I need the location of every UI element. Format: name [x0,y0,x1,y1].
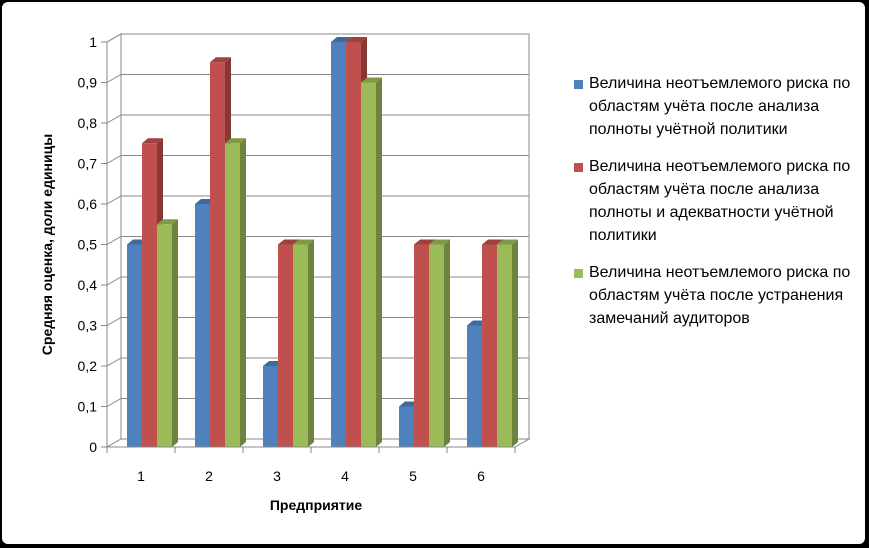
bar-side [444,239,450,447]
gridline [106,317,529,326]
bar-side [308,239,314,447]
legend-swatch [574,269,583,278]
legend-item-1: Величина неотъемлемого риска по областям… [574,72,859,141]
bar-front [127,244,142,447]
bar-side [240,138,246,447]
legend-swatch [574,80,583,89]
legend-label: Величина неотъемлемого риска по областям… [589,75,851,138]
bar-front [331,42,346,447]
bar-5-series-3 [429,239,450,447]
bar-front [225,143,240,447]
bar-1-series-3 [157,219,178,447]
bar-front [278,244,293,447]
bar-top [293,239,314,245]
bar-4-series-3 [361,77,382,447]
bar-top [210,57,231,63]
bar-top [414,239,435,245]
bar-top [278,239,299,245]
bar-front [399,406,414,447]
y-tick-label: 0,9 [78,75,98,91]
bar-front [263,366,278,447]
gridline [106,357,529,367]
bar-front [346,42,361,447]
y-tick-label: 0,1 [78,399,98,415]
bar-front [429,244,444,447]
y-tick-label: 0,6 [78,196,98,212]
y-tick-label: 0,3 [78,318,98,334]
x-tick-label: 1 [137,468,145,484]
bar-side [376,77,382,447]
bar-front [210,62,225,447]
bar-front [195,204,210,447]
bar-6-series-3 [497,239,518,447]
bar-top [361,77,382,83]
bar-front [142,143,157,447]
x-tick-label: 6 [477,468,485,484]
bar-top [482,239,503,245]
bars [127,37,518,447]
legend-item-3: Величина неотъемлемого риска по областям… [574,261,859,330]
gridline [106,155,529,164]
gridline [106,276,529,286]
bar-top [142,138,163,144]
gridline [106,114,529,124]
legend-swatch [574,163,583,172]
bar-front [157,224,172,447]
legend-item-2: Величина неотъемлемого риска по областям… [574,155,859,247]
bar-2-series-3 [225,138,246,447]
x-axis-title: Предприятие [270,497,363,513]
x-tick-label: 2 [205,468,213,484]
gridline [106,33,529,43]
bar-top [346,37,367,42]
legend-label: Величина неотъемлемого риска по областям… [589,264,851,327]
y-tick-label: 0 [89,439,97,455]
x-tick-label: 4 [341,468,349,484]
bar-front [497,244,512,447]
y-axis-ticks: 0 0,1 0,2 0,3 0,4 0,5 0,6 0,7 0,8 0,9 1 [78,34,108,455]
legend: Величина неотъемлемого риска по областям… [574,72,859,344]
y-axis-title: Средняя оценка, доли единицы [39,134,55,355]
bar-top [497,239,518,245]
legend-label: Величина неотъемлемого риска по областям… [589,158,851,244]
bar-front [293,244,308,447]
x-axis-ticks: 1 2 3 4 5 6 [106,446,516,484]
bar-front [361,82,376,447]
gridline [106,74,529,83]
y-tick-label: 0,7 [78,156,98,172]
bar-front [467,325,482,447]
bar-side [172,219,178,447]
bar-top [429,239,450,245]
y-tick-label: 1 [89,34,97,50]
bar-top [157,219,178,225]
bar-front [414,244,429,447]
x-tick-label: 5 [409,468,417,484]
y-tick-label: 0,4 [78,277,98,293]
x-tick-label: 3 [273,468,281,484]
y-tick-label: 0,5 [78,237,98,253]
bar-3-series-3 [293,239,314,447]
bar-side [512,239,518,447]
bar-top [225,138,246,144]
gridline [106,236,529,245]
y-tick-label: 0,8 [78,115,98,131]
y-tick-label: 0,2 [78,358,98,374]
bar-top [331,37,352,42]
gridline [106,195,529,205]
gridline [106,398,529,407]
bar-front [482,244,497,447]
